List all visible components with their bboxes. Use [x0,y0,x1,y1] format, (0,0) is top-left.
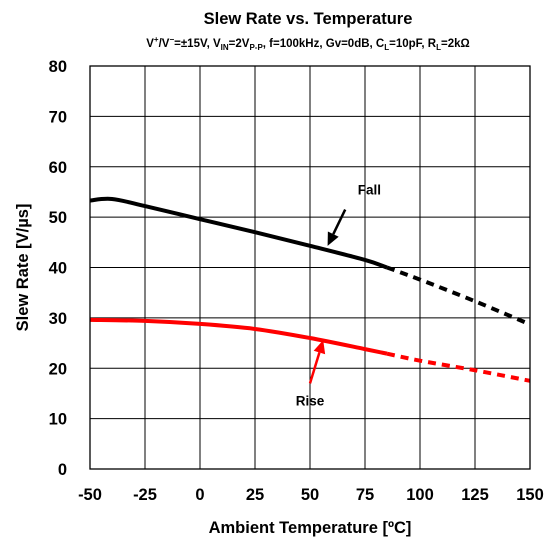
series-rise-dashed [386,351,531,383]
chart-title: Slew Rate vs. Temperature [204,10,413,28]
y-tick-label: 70 [49,108,67,126]
x-tick-label: 150 [516,486,544,504]
tick-labels: -50 -25 0 25 50 75 100 125 150 0 10 20 30 40 50 60 70 80 [49,58,544,504]
series-rise-solid [89,317,388,356]
annotation-fall-arrow-head [327,231,339,246]
x-tick-label: -50 [78,486,102,504]
y-axis-label: Slew Rate [V/µs] [14,204,32,332]
y-tick-label: 80 [49,58,67,76]
annotation-fall-label: Fall [358,182,381,197]
y-tick-label: 40 [49,260,67,278]
grid-lines [90,66,530,469]
annotation-rise-arrow-line [308,352,321,384]
x-tick-label: 0 [195,486,204,504]
annotation-fall-arrow-line [332,209,347,235]
x-tick-label: 100 [406,486,434,504]
y-tick-label: 20 [49,360,67,378]
y-tick-label: 60 [49,159,67,177]
y-tick-label: 10 [49,411,67,429]
series-layer [89,196,531,383]
x-tick-label: -25 [133,486,157,504]
y-tick-label: 50 [49,209,67,227]
x-tick-label: 25 [246,486,264,504]
y-tick-label: 0 [58,461,67,479]
series-fall-dashed [386,265,531,327]
x-axis-label: Ambient Temperature [ºC] [209,519,412,537]
chart-conditions: V+/V−=±15V, VIN=2VP-P, f=100kHz, Gv=0dB,… [146,35,469,52]
x-tick-label: 75 [356,486,374,504]
annotation-rise-label: Rise [296,393,325,408]
annotation-rise-arrow-head [313,340,326,355]
x-tick-label: 50 [301,486,319,504]
plot-frame [89,65,531,470]
y-tick-label: 30 [49,310,67,328]
x-tick-label: 125 [461,486,489,504]
series-fall-solid [89,196,388,270]
annotations-layer: Fall Rise [296,182,381,408]
